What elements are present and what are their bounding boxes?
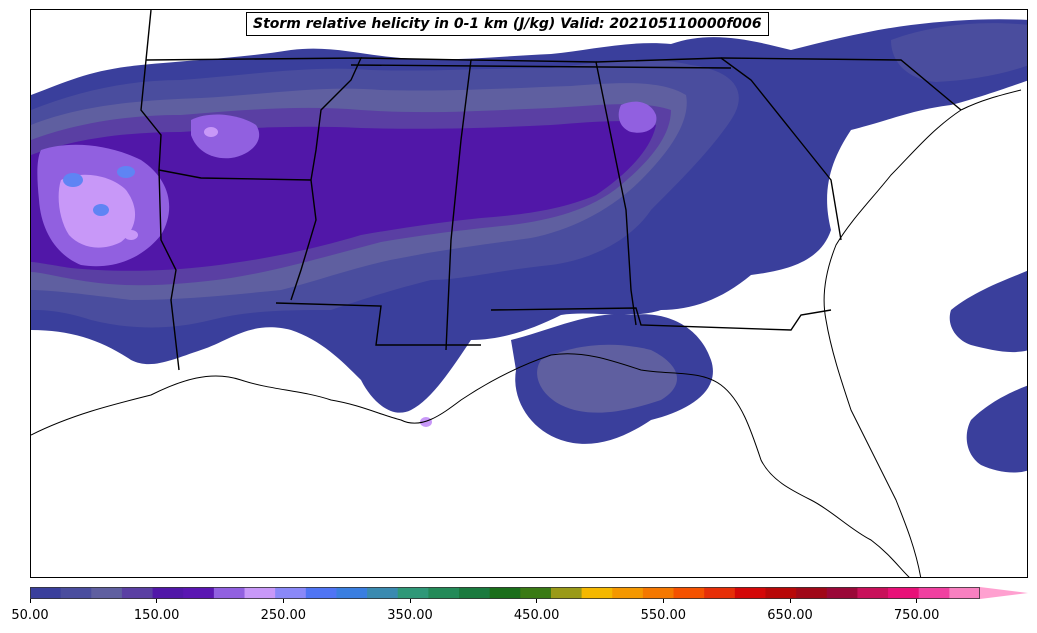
- colorbar-segment: [888, 587, 920, 599]
- colorbar-tick-mark: [29, 599, 31, 603]
- map-title: Storm relative helicity in 0-1 km (J/kg)…: [246, 12, 769, 36]
- colorbar-tick-label: 50.00: [11, 608, 49, 623]
- colorbar-segment: [734, 587, 766, 599]
- helicity-field: [31, 19, 1027, 473]
- state-line-ga: [595, 57, 842, 241]
- colorbar-segment: [305, 587, 337, 599]
- colorbar-segment: [121, 587, 154, 599]
- colorbar-segment: [152, 587, 184, 599]
- colorbar-segments: [30, 587, 981, 599]
- colorbar: [30, 587, 1028, 599]
- field-region-gulf-mid: [537, 344, 678, 413]
- field-peak-3: [93, 204, 109, 216]
- colorbar-segment: [397, 587, 429, 599]
- colorbar-segment: [704, 587, 736, 599]
- field-region-ne-1: [891, 23, 1027, 82]
- colorbar-segment: [428, 587, 460, 599]
- colorbar-tick-mark: [282, 599, 284, 603]
- state-line-nc-sc: [720, 57, 962, 111]
- state-line-tx-la: [158, 169, 180, 371]
- colorbar-segment: [642, 587, 675, 599]
- colorbar-segment: [244, 587, 276, 599]
- colorbar-segment: [550, 587, 583, 599]
- state-boundaries: [31, 10, 1022, 577]
- state-line-ms: [360, 57, 472, 351]
- coastline-atlantic: [823, 109, 962, 577]
- state-line-al: [470, 59, 637, 326]
- colorbar-segment: [581, 587, 613, 599]
- colorbar-segment: [213, 587, 246, 599]
- colorbar-segment: [275, 587, 307, 599]
- field-region-atlantic-2: [966, 385, 1027, 473]
- colorbar-segment: [949, 587, 981, 599]
- colorbar-tick-mark: [536, 599, 538, 603]
- colorbar-segment: [367, 587, 399, 599]
- field-region-atlantic-1: [949, 270, 1027, 353]
- field-region-extreme-4: [618, 101, 657, 133]
- colorbar-segment: [459, 587, 491, 599]
- colorbar-tick-label: 750.00: [893, 608, 940, 623]
- coastline-ne: [960, 89, 1022, 111]
- colorbar-tick-label: 150.00: [133, 608, 180, 623]
- colorbar-tick-mark: [789, 599, 791, 603]
- state-line-tn: [350, 64, 732, 69]
- colorbar-tick-label: 250.00: [260, 608, 307, 623]
- field-region-extreme-3: [191, 114, 260, 159]
- colorbar-tick-mark: [409, 599, 411, 603]
- colorbar-segment: [918, 587, 950, 599]
- colorbar-segment: [826, 587, 858, 599]
- field-region-very-high: [31, 121, 656, 271]
- state-line-fl-border: [490, 307, 832, 331]
- colorbar-segment: [183, 587, 215, 599]
- field-peak-6: [420, 417, 432, 427]
- field-peak-2: [117, 166, 135, 178]
- colorbar-segment: [857, 587, 889, 599]
- colorbar-segment: [765, 587, 797, 599]
- field-peak-4: [124, 230, 138, 240]
- field-peak-5: [204, 127, 218, 137]
- colorbar-tick-label: 450.00: [513, 608, 560, 623]
- colorbar-segment: [673, 587, 705, 599]
- map-panel: [30, 9, 1028, 578]
- colorbar-outline: [30, 587, 980, 599]
- colorbar-tick-label: 550.00: [640, 608, 687, 623]
- colorbar-segment: [60, 587, 92, 599]
- state-line-ok-tx: [140, 10, 312, 181]
- field-peak-1: [63, 173, 83, 187]
- colorbar-segment: [489, 587, 521, 599]
- colorbar-tick-mark: [916, 599, 918, 603]
- colorbar-segment: [336, 587, 368, 599]
- colorbar-segment: [30, 587, 62, 599]
- colorbar-segment: [520, 587, 552, 599]
- colorbar-tick-label: 650.00: [767, 608, 813, 623]
- colorbar-tick-label: 350.00: [387, 608, 433, 623]
- colorbar-segment: [91, 587, 123, 599]
- colorbar-tick-mark: [156, 599, 158, 603]
- helicity-map: [31, 10, 1027, 577]
- colorbar-segment: [796, 587, 828, 599]
- colorbar-segment: [612, 587, 644, 599]
- state-line-la: [275, 302, 481, 346]
- colorbar-tick-mark: [662, 599, 664, 603]
- coastline-gulf: [31, 353, 910, 577]
- colorbar-extend-triangle: [980, 587, 1028, 599]
